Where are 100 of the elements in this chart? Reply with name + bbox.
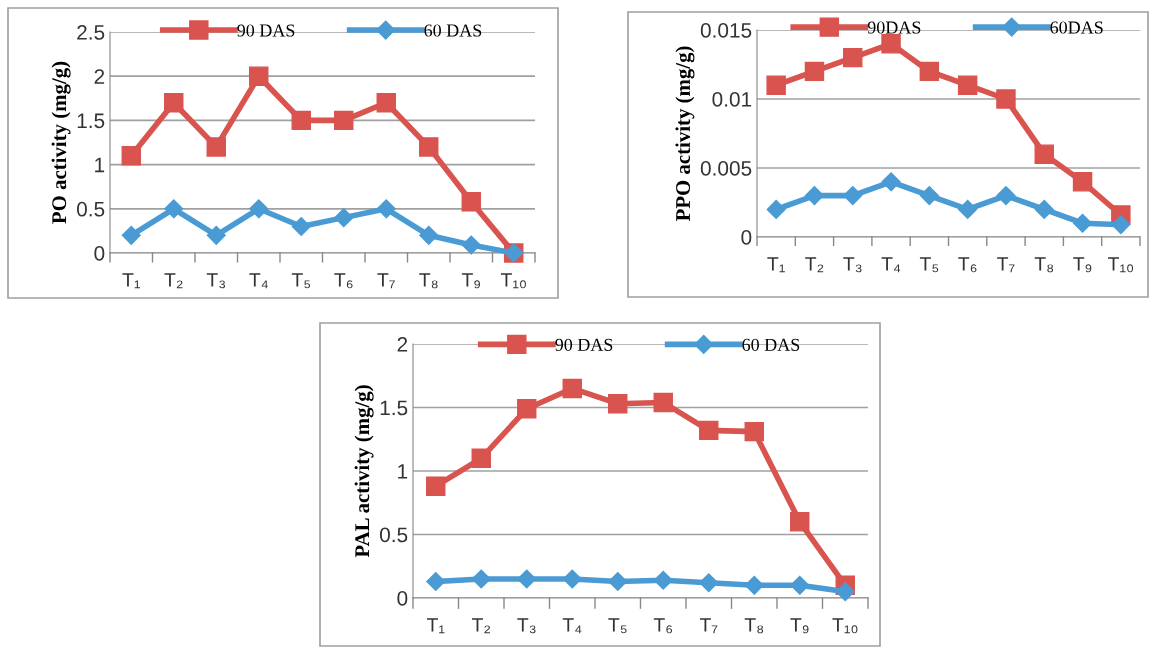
point [376, 199, 396, 219]
point [376, 92, 396, 113]
point [835, 582, 855, 602]
point [919, 186, 939, 206]
point [608, 571, 628, 592]
point [334, 110, 354, 131]
point [426, 571, 446, 592]
point [334, 208, 354, 228]
legend-label: 60 DAS [424, 24, 482, 37]
point [790, 575, 810, 595]
x-tick-label: T₅ [291, 273, 311, 289]
point [419, 137, 439, 157]
x-tick-label: T₁ [122, 273, 140, 289]
x-tick-label: T₄ [249, 273, 268, 289]
y-tick-label: 0 [741, 230, 752, 245]
y-tick-label: 1.5 [380, 400, 408, 416]
point [249, 199, 269, 219]
point [744, 421, 764, 442]
point [419, 225, 439, 245]
x-tick-label: T₃ [843, 257, 862, 273]
point [804, 61, 825, 82]
x-tick-label: T₁ [767, 257, 785, 273]
x-tick-label: T₈ [1034, 257, 1054, 273]
x-tick-label: T₁₀ [500, 273, 526, 289]
legend-label: 60 DAS [742, 338, 800, 351]
x-tick-label: T₈ [419, 273, 438, 289]
point [653, 392, 673, 413]
point [843, 47, 863, 68]
point [1034, 144, 1054, 164]
point [957, 75, 978, 95]
x-tick-label: T₁ [426, 618, 445, 634]
y-tick-label: 2 [94, 69, 105, 84]
point [919, 61, 940, 82]
x-tick-label: T₆ [958, 257, 977, 273]
point [881, 172, 901, 192]
x-tick-label: T₈ [744, 618, 764, 634]
point [699, 420, 719, 441]
point [790, 512, 810, 532]
point [426, 476, 446, 496]
point [206, 137, 226, 157]
y-tick-label: 0 [397, 591, 408, 606]
point [843, 186, 863, 206]
x-tick-label: T₁₀ [832, 618, 858, 634]
x-tick-label: T₅ [919, 257, 939, 273]
point [164, 199, 184, 219]
point [517, 399, 537, 419]
y-tick-label: 0.5 [379, 527, 408, 543]
point [996, 186, 1016, 206]
legend-label: 60DAS [1050, 21, 1103, 34]
x-tick-label: T₅ [608, 618, 627, 634]
point [206, 225, 226, 245]
point [881, 34, 901, 54]
point [461, 235, 481, 255]
y-tick-label: 0 [94, 246, 105, 261]
point [744, 575, 764, 595]
y-tick-label: 1.5 [77, 113, 105, 129]
point [1073, 213, 1093, 233]
legend-label: 90 DAS [237, 24, 295, 37]
point [562, 569, 582, 589]
x-tick-label: T₇ [699, 618, 718, 634]
legend-label: 90DAS [867, 21, 921, 34]
x-tick-label: T₁₀ [1108, 257, 1134, 273]
point [996, 89, 1016, 109]
y-tick-label: 0.005 [700, 161, 752, 176]
point [121, 146, 141, 166]
point [958, 199, 978, 219]
point [461, 192, 481, 212]
x-tick-label: T₉ [790, 618, 809, 634]
point [1072, 172, 1093, 192]
y-axis-title: PAL activity (mg/g) [354, 385, 374, 558]
x-tick-label: T₂ [164, 273, 183, 289]
y-tick-label: 1 [398, 464, 408, 479]
legend-label: 90 DAS [555, 338, 613, 351]
point [766, 75, 786, 95]
point [608, 393, 628, 414]
y-tick-label: 2 [397, 337, 408, 352]
y-tick-label: 0.01 [712, 92, 752, 107]
point [1034, 199, 1054, 219]
y-axis-title: PO activity (mg/g) [51, 61, 71, 224]
x-tick-label: T₆ [653, 618, 673, 634]
x-tick-label: T₆ [334, 273, 353, 289]
x-tick-label: T₃ [206, 273, 226, 289]
y-tick-label: 0.015 [700, 23, 752, 38]
x-tick-label: T₂ [805, 257, 824, 273]
point [121, 225, 141, 245]
x-tick-label: T₄ [562, 618, 582, 634]
point [517, 569, 537, 589]
x-tick-label: T₉ [461, 273, 480, 289]
point [471, 569, 491, 589]
point [471, 448, 491, 469]
point [699, 573, 719, 593]
point [291, 216, 311, 237]
point [804, 186, 824, 206]
x-tick-label: T₃ [517, 618, 536, 634]
point [1111, 215, 1131, 235]
point [766, 199, 786, 219]
x-tick-label: T₇ [377, 273, 395, 289]
x-tick-label: T₉ [1073, 257, 1092, 273]
y-tick-label: 2.5 [77, 25, 105, 40]
point [653, 570, 673, 590]
